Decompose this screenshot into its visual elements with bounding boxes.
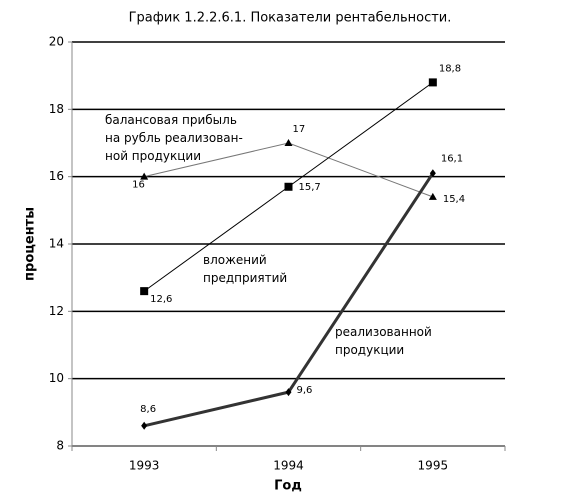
y-tick-label: 18	[49, 102, 64, 116]
value-label: 16	[132, 180, 145, 191]
series-label-line: вложений	[203, 253, 267, 267]
series-label-line: реализованной	[335, 325, 432, 339]
x-axis-title: Год	[274, 479, 302, 494]
marker	[140, 172, 149, 180]
y-tick-label: 16	[49, 169, 64, 183]
marker	[285, 388, 292, 397]
y-tick-label: 14	[49, 237, 64, 251]
marker	[284, 182, 293, 191]
series-label: балансовая прибыль на рубль реализован-но…	[105, 113, 243, 163]
x-tick-label: 1994	[273, 459, 304, 473]
value-label: 18,8	[439, 63, 461, 74]
value-label: 15,7	[299, 182, 321, 193]
value-label: 9,6	[297, 385, 313, 396]
x-tick-label: 1993	[129, 459, 160, 473]
series-label-line: ной продукции	[105, 149, 201, 163]
series-label: вложений предприятий	[203, 253, 287, 285]
series-label-line: на рубль реализован-	[105, 131, 243, 145]
value-label: 16,1	[441, 153, 463, 164]
value-label: 12,6	[150, 294, 172, 305]
marker	[141, 421, 148, 430]
marker	[428, 78, 437, 87]
y-tick-label: 8	[56, 439, 64, 453]
marker	[428, 192, 437, 200]
marker	[140, 287, 149, 296]
chart-title: График 1.2.2.6.1. Показатели рентабельно…	[129, 11, 452, 26]
marker	[429, 169, 436, 178]
series-label-line: балансовая прибыль	[105, 113, 237, 127]
value-label: 15,4	[443, 194, 465, 205]
y-tick-label: 10	[49, 371, 64, 385]
y-tick-label: 20	[49, 35, 64, 49]
series-line	[143, 172, 435, 428]
series-label-line: предприятий	[203, 271, 287, 285]
x-tick-label: 1995	[418, 459, 449, 473]
marker	[284, 139, 293, 146]
series-label: реализованной продукции	[335, 325, 432, 357]
value-label: 17	[293, 124, 306, 135]
series-label-line: продукции	[335, 343, 404, 357]
y-tick-label: 12	[49, 304, 64, 318]
y-axis-title: проценты	[23, 207, 38, 281]
value-label: 8,6	[140, 404, 156, 415]
